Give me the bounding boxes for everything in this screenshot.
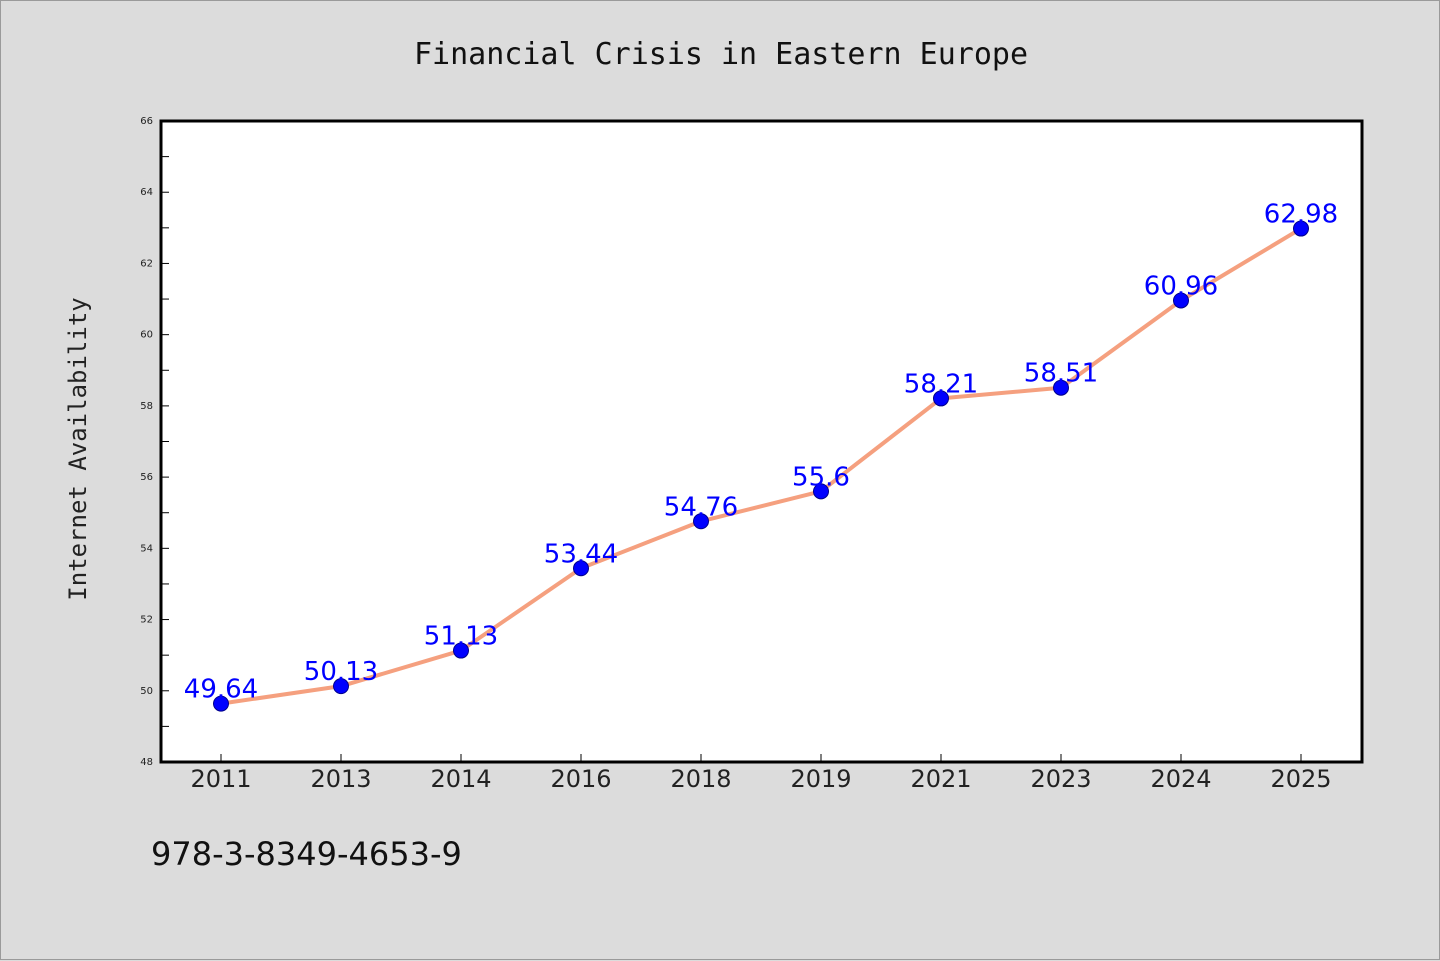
y-tick-label: 60 (140, 330, 153, 341)
y-tick-label: 62 (140, 258, 153, 269)
data-point (573, 560, 589, 577)
x-tick-label: 2025 (1270, 765, 1331, 793)
data-point (333, 678, 349, 695)
y-tick-label: 58 (140, 401, 153, 412)
x-tick-label: 2014 (430, 765, 491, 793)
y-tick-label: 48 (140, 757, 153, 768)
y-axis: 48 50 52 54 56 58 60 62 64 66 (140, 116, 169, 768)
y-tick-label: 66 (140, 116, 153, 127)
data-label: 50.13 (304, 657, 378, 687)
x-tick-label: 2021 (910, 765, 971, 793)
x-tick-label: 2013 (310, 765, 371, 793)
data-point (453, 642, 469, 659)
y-tick-label: 56 (140, 472, 153, 483)
series-line (219, 226, 1303, 706)
y-axis-title: Internet Availability (64, 297, 92, 600)
data-label: 58.51 (1024, 359, 1098, 389)
chart-title: Financial Crisis in Eastern Europe (414, 37, 1028, 72)
data-points (213, 220, 1309, 712)
y-tick-label: 64 (140, 187, 153, 198)
data-point (213, 695, 229, 712)
x-tick-label: 2018 (670, 765, 731, 793)
x-axis: 2011 2013 2014 2016 2018 2019 2021 2023 2024 2025 (190, 754, 1332, 793)
data-point (1053, 379, 1069, 396)
data-label: 58.21 (904, 369, 978, 399)
x-tick-label: 2011 (190, 765, 251, 793)
data-label: 62.98 (1264, 200, 1338, 230)
data-label: 60.96 (1144, 271, 1218, 301)
data-label: 54.76 (664, 492, 738, 522)
data-point (1173, 292, 1189, 309)
footer-code: 978-3-8349-4653-9 (151, 835, 462, 873)
data-labels: 49.64 50.13 51.13 53.44 54.76 55.6 58.21 58.51 6… (184, 200, 1338, 705)
data-point (933, 390, 949, 407)
data-label: 51.13 (424, 622, 498, 652)
y-tick-label: 54 (140, 543, 153, 554)
x-tick-label: 2024 (1150, 765, 1211, 793)
series-line-group (219, 226, 1303, 706)
data-point (813, 483, 829, 500)
x-tick-label: 2019 (790, 765, 851, 793)
x-tick-label: 2016 (550, 765, 611, 793)
data-point (1293, 220, 1309, 237)
y-tick-label: 52 (140, 615, 153, 626)
data-label: 55.6 (792, 462, 850, 492)
data-point (693, 513, 709, 530)
plot-area (159, 119, 1364, 764)
data-label: 49.64 (184, 675, 258, 705)
x-tick-label: 2023 (1030, 765, 1091, 793)
data-label: 53.44 (544, 539, 618, 569)
y-tick-label: 50 (140, 686, 153, 697)
